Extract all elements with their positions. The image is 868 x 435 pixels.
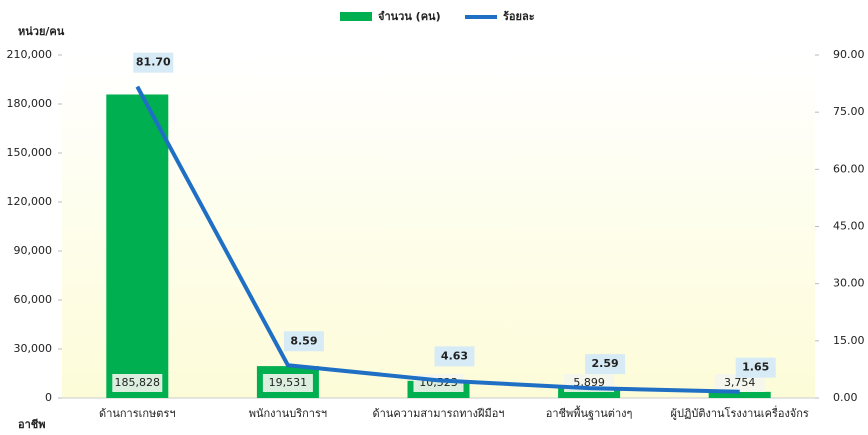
data-label: 3,754	[724, 376, 756, 389]
data-label: 4.63	[441, 349, 468, 362]
plot-area	[62, 55, 815, 398]
bar	[106, 94, 169, 399]
data-label: 81.70	[136, 56, 171, 69]
y2-tick-label: 0.00	[833, 391, 858, 404]
legend-swatch	[340, 12, 372, 21]
y-tick-label: 150,000	[7, 146, 53, 159]
y-tick-label: 180,000	[7, 97, 53, 110]
y2-tick-label: 75.00	[833, 105, 865, 118]
data-label: 185,828	[115, 376, 161, 389]
bar	[558, 388, 621, 398]
y2-tick-label: 45.00	[833, 220, 865, 233]
data-label-box	[434, 346, 475, 367]
bar	[708, 391, 771, 398]
data-label: 8.59	[290, 334, 317, 347]
y-tick-label: 210,000	[7, 48, 53, 61]
y2-tick-label: 15.00	[833, 334, 865, 347]
y2-tick-label: 30.00	[833, 277, 865, 290]
data-label: 19,531	[269, 376, 308, 389]
data-label-box	[133, 52, 174, 73]
y-axis-label: หน่วย/คน	[18, 25, 65, 38]
data-label: 2.59	[592, 357, 619, 370]
x-tick-label: อาชีพพื้นฐานต่างๆ	[546, 405, 633, 420]
x-tick-label: ด้านการเกษตรฯ	[99, 407, 175, 420]
y-tick-label: 60,000	[14, 293, 53, 306]
data-label-box	[735, 357, 776, 378]
data-label-box	[112, 374, 163, 392]
y-tick-label: 90,000	[14, 244, 53, 257]
data-label-box	[714, 374, 765, 392]
y-tick-label: 30,000	[14, 342, 53, 355]
y-tick-label: 120,000	[7, 195, 53, 208]
legend-label: ร้อยละ	[503, 10, 535, 23]
data-label: 1.65	[742, 361, 769, 374]
data-label-box	[283, 331, 324, 352]
line	[135, 85, 740, 394]
y2-tick-label: 60.00	[833, 162, 865, 175]
legend-label: จำนวน (คน)	[378, 10, 441, 23]
data-label-box	[262, 374, 313, 392]
x-tick-label: ผู้ปฏิบัติงานโรงงานเครื่องจักร	[671, 405, 809, 420]
x-axis-label: อาชีพ	[18, 418, 46, 431]
x-tick-label: พนักงานบริการฯ	[249, 407, 327, 420]
y2-tick-label: 90.00	[833, 48, 865, 61]
y-tick-label: 0	[45, 391, 52, 404]
data-label-box	[585, 354, 626, 375]
x-tick-label: ด้านความสามารถทางฝีมือฯ	[373, 407, 505, 420]
